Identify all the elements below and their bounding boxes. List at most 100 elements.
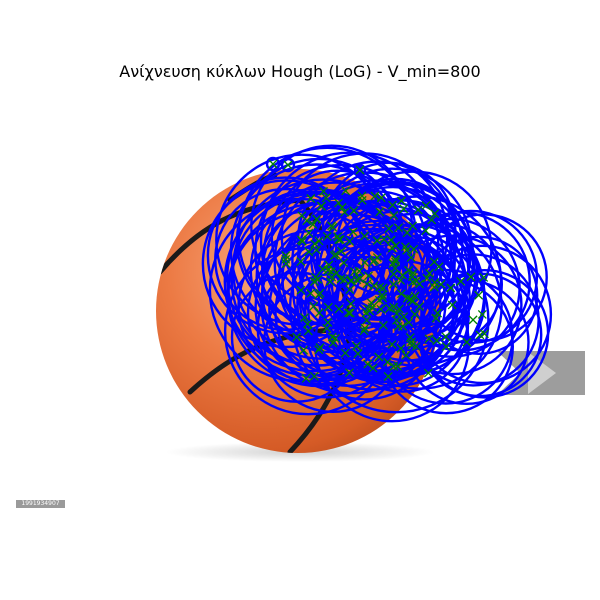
center-marker xyxy=(392,315,402,325)
center-marker xyxy=(334,198,343,208)
center-marker xyxy=(326,267,336,277)
center-marker xyxy=(308,220,318,229)
center-marker xyxy=(408,296,417,306)
center-marker xyxy=(475,330,485,340)
center-marker xyxy=(315,288,325,298)
center-marker xyxy=(404,318,414,327)
center-marker xyxy=(383,372,393,381)
detected-circle xyxy=(298,219,460,381)
center-marker xyxy=(322,231,332,241)
center-marker xyxy=(396,289,406,299)
center-marker xyxy=(390,263,400,273)
center-marker xyxy=(421,201,431,210)
center-marker xyxy=(309,371,319,381)
detected-circle xyxy=(265,156,281,172)
center-marker xyxy=(375,207,385,217)
center-marker xyxy=(303,326,313,336)
center-marker xyxy=(368,363,378,373)
photo-watermark: 1991934907 xyxy=(16,500,65,508)
center-marker xyxy=(386,235,396,245)
detected-circle xyxy=(223,246,393,416)
center-marker xyxy=(362,279,372,289)
center-marker xyxy=(402,228,412,238)
center-marker xyxy=(362,315,372,325)
center-marker xyxy=(349,267,359,277)
center-marker xyxy=(283,160,293,170)
center-marker xyxy=(357,191,367,201)
center-marker xyxy=(377,290,387,300)
center-marker xyxy=(363,359,373,369)
center-marker xyxy=(324,260,334,270)
center-marker xyxy=(388,279,398,289)
center-marker xyxy=(297,211,307,221)
center-marker xyxy=(268,159,278,169)
center-marker xyxy=(292,332,302,342)
center-marker xyxy=(360,323,370,333)
center-marker xyxy=(312,214,322,224)
center-marker xyxy=(410,291,420,301)
center-marker xyxy=(323,302,333,312)
center-marker xyxy=(344,308,353,318)
center-marker xyxy=(301,373,311,383)
center-marker xyxy=(408,277,418,287)
center-marker xyxy=(388,258,398,268)
center-marker xyxy=(316,201,326,211)
center-marker xyxy=(389,362,399,371)
center-marker xyxy=(303,319,312,329)
center-marker xyxy=(360,258,370,268)
center-marker xyxy=(384,224,394,234)
center-marker xyxy=(304,228,314,238)
center-marker xyxy=(388,200,397,210)
center-marker xyxy=(345,236,355,246)
center-marker xyxy=(409,244,419,254)
center-marker xyxy=(340,207,350,217)
center-marker xyxy=(353,349,363,359)
center-marker xyxy=(401,350,411,360)
detected-circle xyxy=(403,209,539,345)
center-marker xyxy=(406,253,416,263)
detected-circle xyxy=(419,213,548,342)
center-marker xyxy=(310,277,319,286)
center-marker xyxy=(432,336,442,346)
center-marker xyxy=(391,255,401,264)
center-marker xyxy=(389,210,399,220)
detected-circle xyxy=(321,161,457,296)
center-marker xyxy=(304,247,314,257)
center-marker xyxy=(314,308,324,318)
center-marker xyxy=(441,342,451,352)
center-marker xyxy=(408,221,418,231)
center-marker xyxy=(415,279,424,289)
center-marker xyxy=(399,204,409,214)
center-marker xyxy=(405,333,415,343)
center-marker xyxy=(348,227,358,237)
center-marker xyxy=(414,302,424,311)
center-marker xyxy=(297,236,307,246)
detected-circle xyxy=(255,200,408,354)
detected-circle xyxy=(237,146,418,327)
center-marker xyxy=(391,241,401,251)
center-marker xyxy=(336,246,346,256)
center-marker xyxy=(479,272,489,282)
center-marker xyxy=(330,333,340,343)
center-marker xyxy=(299,345,309,355)
circle-centers xyxy=(268,159,489,383)
center-marker xyxy=(319,186,328,196)
center-marker xyxy=(441,332,451,342)
center-marker xyxy=(349,206,359,216)
center-marker xyxy=(421,226,431,236)
center-marker xyxy=(314,345,324,355)
center-marker xyxy=(447,300,457,310)
center-marker xyxy=(345,285,355,295)
center-marker xyxy=(404,265,414,275)
center-marker xyxy=(422,273,432,283)
center-marker xyxy=(369,281,379,291)
center-marker xyxy=(402,293,412,303)
center-marker xyxy=(466,272,476,282)
center-marker xyxy=(468,315,478,325)
center-marker xyxy=(374,352,384,362)
center-marker xyxy=(370,191,380,201)
center-marker xyxy=(423,368,433,378)
center-marker xyxy=(376,304,386,314)
center-marker xyxy=(372,236,382,246)
